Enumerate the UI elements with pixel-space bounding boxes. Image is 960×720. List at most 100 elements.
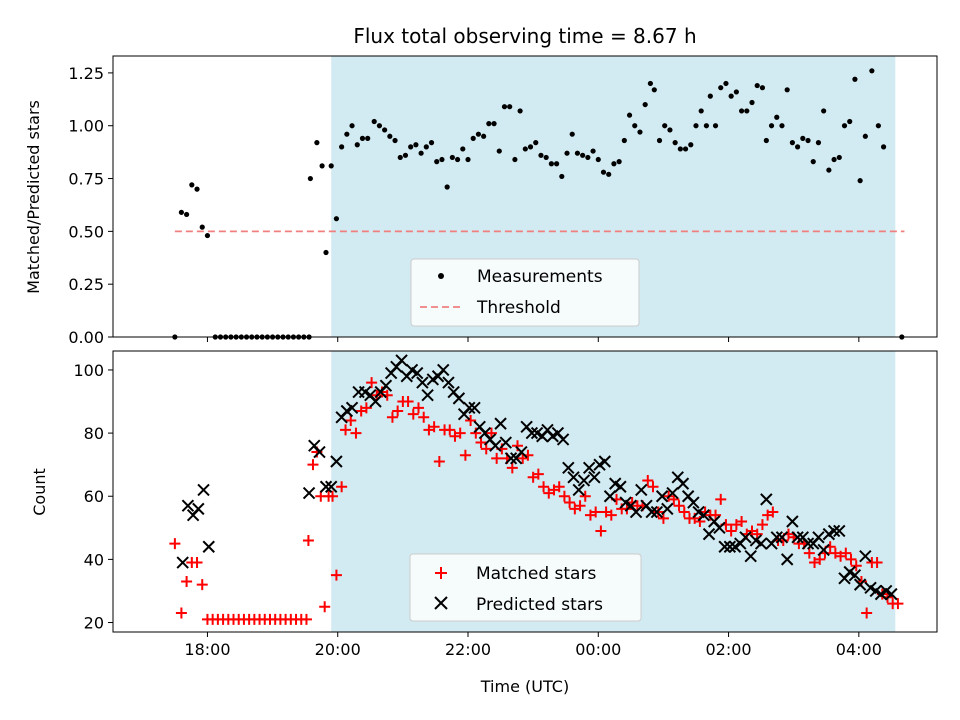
matched-stars-point bbox=[454, 427, 466, 439]
matched-stars-point bbox=[574, 500, 586, 512]
measurement-point bbox=[712, 123, 719, 129]
measurement-point bbox=[189, 182, 195, 188]
matched-stars-point bbox=[673, 500, 685, 512]
measurement-point bbox=[439, 156, 445, 163]
predicted-stars-point bbox=[499, 436, 512, 449]
measurement-point bbox=[522, 146, 528, 152]
matched-stars-point bbox=[605, 509, 617, 521]
y-tick-label: 100 bbox=[73, 361, 104, 380]
measurement-point bbox=[869, 68, 875, 74]
x-axis-label: Time (UTC) bbox=[480, 677, 569, 696]
measurement-point bbox=[470, 135, 476, 141]
predicted-stars-point bbox=[410, 366, 424, 380]
measurement-point bbox=[688, 142, 694, 148]
measurement-point bbox=[319, 163, 325, 169]
predicted-stars-point bbox=[760, 493, 773, 506]
measurement-point bbox=[789, 140, 795, 146]
legend-marker-matched bbox=[435, 567, 447, 579]
legend-marker-predicted bbox=[434, 596, 448, 610]
measurement-point bbox=[387, 133, 393, 139]
y-tick-label: 80 bbox=[84, 424, 104, 443]
predicted-stars-point bbox=[635, 483, 648, 497]
predicted-stars-point bbox=[395, 354, 408, 367]
measurement-point bbox=[693, 123, 699, 129]
matched-stars-point bbox=[642, 474, 654, 486]
predicted-stars-point bbox=[416, 376, 429, 389]
measurement-point bbox=[754, 82, 760, 89]
y-tick-label: 0.25 bbox=[68, 275, 104, 294]
matched-stars-point bbox=[433, 456, 445, 468]
predicted-stars-point bbox=[614, 480, 627, 493]
predicted-stars-point bbox=[666, 486, 679, 500]
measurement-point bbox=[580, 152, 586, 158]
matched-stars-point bbox=[506, 462, 518, 474]
measurement-point bbox=[408, 144, 414, 150]
top-marks bbox=[172, 68, 905, 340]
predicted-stars-point bbox=[780, 553, 794, 566]
measurement-point bbox=[543, 154, 549, 161]
matched-stars-point bbox=[850, 560, 862, 572]
predicted-stars-point bbox=[739, 531, 752, 544]
predicted-stars-point bbox=[713, 521, 726, 535]
measurement-point bbox=[800, 135, 806, 141]
predicted-stars-point bbox=[197, 483, 210, 497]
measurement-point bbox=[667, 127, 673, 133]
measurement-point bbox=[314, 140, 320, 146]
predicted-stars-point bbox=[504, 452, 518, 465]
bottom-y-ticks: 20 40 60 80 100 bbox=[73, 361, 113, 633]
measurement-point bbox=[465, 156, 471, 163]
matched-stars-point bbox=[300, 613, 312, 625]
predicted-stars-point bbox=[833, 524, 846, 538]
measurement-point bbox=[733, 89, 739, 95]
matched-stars-point bbox=[330, 569, 342, 581]
predicted-stars-point bbox=[463, 401, 476, 415]
measurement-point bbox=[632, 123, 638, 129]
measurement-point bbox=[611, 161, 617, 167]
measurement-point bbox=[527, 144, 534, 150]
predicted-stars-point bbox=[319, 480, 333, 493]
predicted-stars-point bbox=[801, 537, 815, 550]
x-tick-label: 04:00 bbox=[836, 640, 882, 659]
measurement-point bbox=[763, 137, 769, 144]
measurement-point bbox=[779, 123, 785, 129]
measurement-point bbox=[862, 133, 868, 139]
predicted-stars-point bbox=[525, 426, 539, 440]
matched-stars-point bbox=[538, 481, 550, 493]
measurement-point bbox=[418, 150, 424, 156]
matched-stars-point bbox=[871, 557, 883, 569]
legend-label-predicted: Predicted stars bbox=[476, 595, 603, 615]
matched-stars-point bbox=[302, 534, 314, 546]
predicted-stars-point bbox=[754, 537, 768, 550]
predicted-stars-point bbox=[718, 540, 731, 553]
bottom-panel: 20 40 60 80 100 18:00 20:00 22:00 00:00 02:00 04:… bbox=[30, 350, 938, 696]
measurement-point bbox=[339, 144, 345, 150]
measurement-point bbox=[815, 140, 822, 146]
matched-stars-point bbox=[736, 515, 748, 527]
predicted-stars-point bbox=[645, 505, 658, 519]
predicted-stars-point bbox=[817, 543, 830, 557]
measurement-point bbox=[836, 154, 842, 161]
measurement-point bbox=[538, 152, 544, 158]
matched-stars-point bbox=[169, 538, 181, 550]
measurement-point bbox=[759, 85, 766, 91]
predicted-stars-point bbox=[452, 392, 466, 405]
measurement-point bbox=[768, 123, 775, 129]
predicted-stars-point bbox=[437, 363, 450, 377]
matched-stars-point bbox=[196, 579, 208, 591]
measurement-point bbox=[559, 173, 565, 180]
predicted-stars-point bbox=[577, 474, 591, 487]
predicted-stars-point bbox=[661, 502, 674, 516]
matched-stars-point bbox=[553, 481, 565, 493]
measurement-point bbox=[444, 184, 450, 190]
matched-stars-point bbox=[407, 408, 419, 420]
matched-stars-point bbox=[350, 427, 362, 439]
measurement-point bbox=[376, 123, 383, 129]
predicted-stars-point bbox=[567, 471, 580, 484]
predicted-stars-point bbox=[556, 433, 570, 446]
measurement-point bbox=[698, 108, 704, 114]
x-tick-label: 02:00 bbox=[706, 640, 752, 659]
predicted-stars-point bbox=[345, 401, 359, 415]
measurement-point bbox=[423, 144, 429, 150]
y-tick-label: 1.00 bbox=[68, 117, 104, 136]
